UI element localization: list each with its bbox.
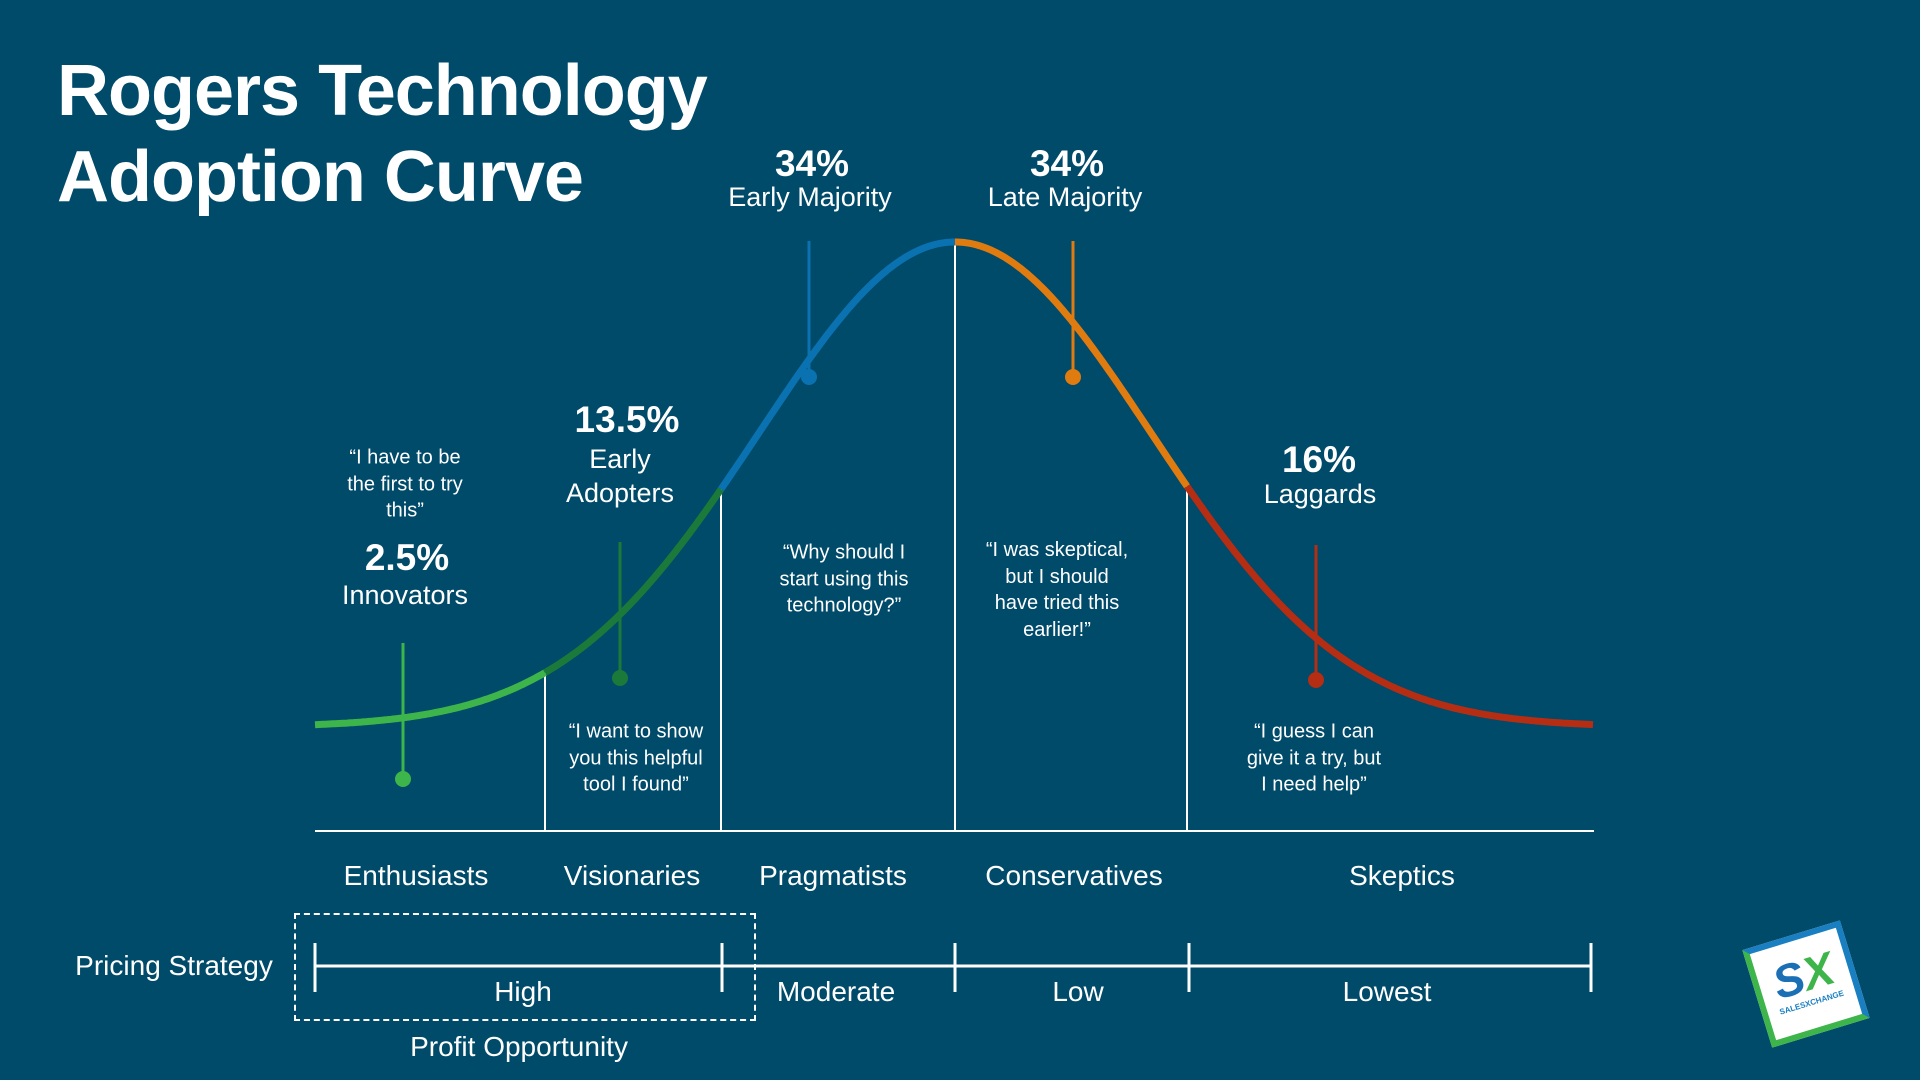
- innovators-percent: 2.5%: [364, 537, 450, 578]
- innovators-curve-segment: [314, 669, 547, 729]
- category-conservatives: Conservatives: [985, 860, 1163, 891]
- laggards-percent: 16%: [1281, 439, 1357, 480]
- laggards-pin-dot: [1308, 672, 1324, 688]
- early-majority-curve-segment: [718, 238, 955, 492]
- category-visionaries: Visionaries: [563, 860, 701, 891]
- innovators-quote: “I have to be the first to try this”: [347, 446, 463, 522]
- early-majority-label: Early Majority: [728, 182, 892, 212]
- innovators-label: Innovators: [341, 580, 469, 610]
- page-title: Rogers Technology Adoption Curve: [57, 51, 708, 217]
- early-adopters-quote: “I want to show you this helpful tool I fo…: [568, 720, 704, 796]
- profit-opportunity-label: Profit Opportunity: [410, 1031, 628, 1062]
- early-adopters-curve-segment: [543, 487, 724, 676]
- category-enthusiasts: Enthusiasts: [343, 860, 489, 891]
- category-skeptics: Skeptics: [1349, 860, 1455, 891]
- early-majority-percent: 34%: [774, 143, 850, 184]
- pricing-strategy-label: Pricing Strategy: [75, 950, 273, 981]
- pricing-lowest: Lowest: [1342, 976, 1432, 1007]
- category-pragmatists: Pragmatists: [759, 860, 907, 891]
- laggards-label: Laggards: [1263, 479, 1377, 509]
- late-majority-percent: 34%: [1029, 143, 1105, 184]
- pricing-moderate: Moderate: [776, 976, 896, 1007]
- pricing-low: Low: [1052, 976, 1104, 1007]
- early-adopters-label: Early Adopters: [565, 444, 675, 508]
- pricing-high: High: [494, 976, 552, 1007]
- laggards-quote: “I guess I can give it a try, but I need h…: [1246, 720, 1382, 796]
- early-majority-pin-dot: [801, 369, 817, 385]
- late-majority-curve-segment: [955, 238, 1190, 489]
- profit-opportunity-box: [294, 913, 756, 1021]
- early-adopters-pin-dot: [612, 670, 628, 686]
- late-majority-quote: “I was skeptical, but I should have tried …: [985, 539, 1129, 641]
- innovators-pin-dot: [395, 771, 411, 787]
- early-adopters-percent: 13.5%: [574, 399, 680, 440]
- late-majority-pin-dot: [1065, 369, 1081, 385]
- late-majority-label: Late Majority: [987, 182, 1143, 212]
- laggards-curve-segment: [1184, 484, 1594, 729]
